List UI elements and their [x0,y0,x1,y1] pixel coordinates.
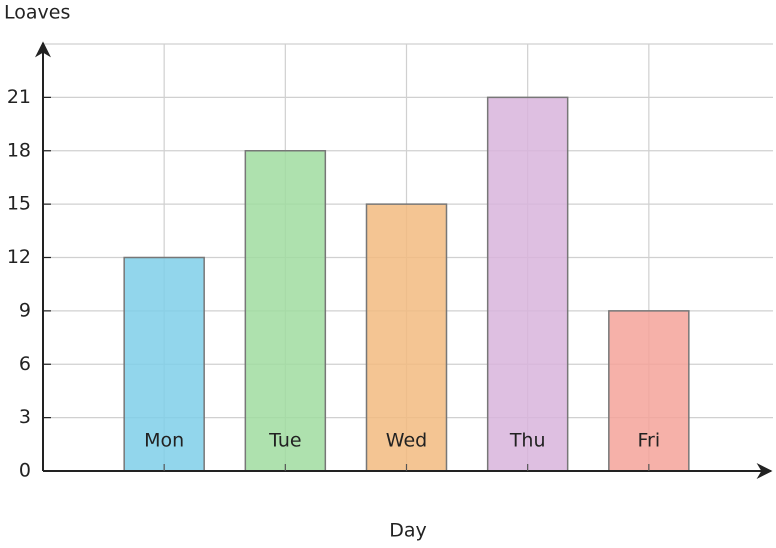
bar [486,96,569,472]
y-tick-label: 12 [7,246,31,268]
x-tick-label: Thu [509,430,546,452]
x-tick-label: Mon [144,430,184,452]
y-axis-label: Loaves [4,2,70,24]
bar [365,203,448,472]
y-tick-label: 9 [19,299,31,321]
y-tick-label: 3 [19,406,31,428]
x-tick-label: Tue [268,430,301,452]
bar [244,150,327,472]
y-tick-label: 6 [19,353,31,375]
x-tick-label: Wed [386,430,427,452]
y-tick-label: 15 [7,193,31,215]
bars [123,96,690,472]
y-tick-label: 18 [7,139,31,161]
bar [608,310,690,472]
y-tick-label: 0 [19,460,31,482]
x-axis-label: Day [389,520,427,542]
x-tick-label: Fri [638,430,661,452]
y-tick-label: 21 [7,86,31,108]
bar [123,256,205,472]
